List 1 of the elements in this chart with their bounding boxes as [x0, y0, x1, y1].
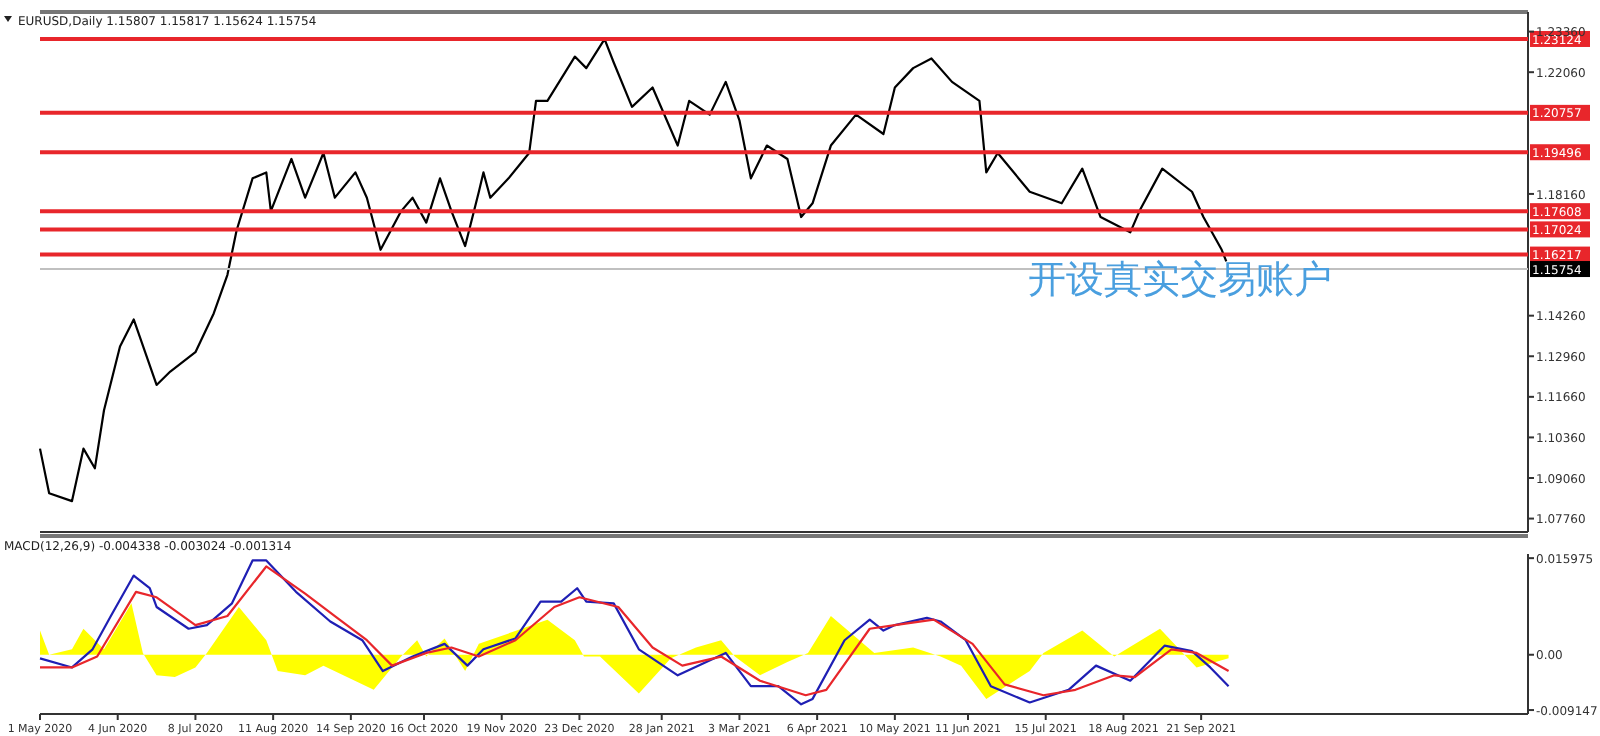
annotation: 开设真实交易账户 — [1028, 258, 1332, 302]
